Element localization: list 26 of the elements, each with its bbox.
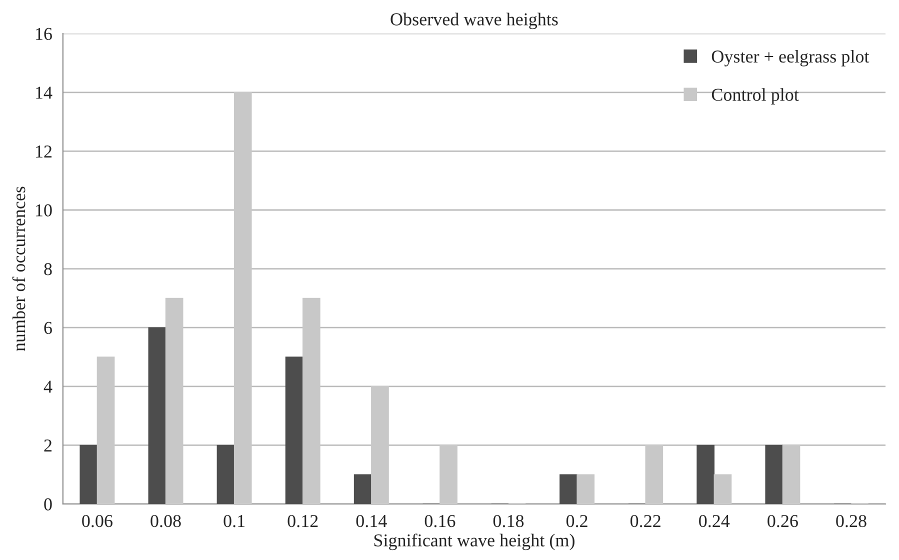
y-tick-label: 14 — [36, 86, 52, 99]
y-tick-label: 0 — [44, 498, 52, 510]
y-tick-label: 8 — [44, 263, 52, 276]
y-tick-label: 12 — [36, 146, 52, 158]
y-tick-label: 2 — [44, 440, 52, 452]
x-tick-label: 0.12 — [288, 514, 318, 528]
x-tick-label: 0.24 — [699, 514, 730, 528]
x-tick-label: 0.06 — [82, 514, 112, 528]
x-tick-label: 0.2 — [566, 514, 588, 528]
x-tick-label: 0.14 — [356, 514, 387, 528]
x-tick-label: 0.28 — [836, 514, 866, 528]
x-axis-title: Significant wave height (m) — [374, 534, 574, 550]
x-tick-label: 0.08 — [150, 514, 181, 528]
chart-title: Observed wave heights — [390, 12, 558, 30]
legend-label: Oyster + eelgrass plot — [712, 50, 870, 66]
x-tick-label: 0.22 — [630, 514, 660, 528]
legend-label: Control plot — [712, 88, 799, 105]
y-tick-label: 4 — [44, 380, 52, 393]
x-tick-label: 0.18 — [493, 514, 524, 528]
y-tick-label: 10 — [36, 204, 52, 216]
x-tick-label: 0.26 — [768, 514, 798, 528]
y-tick-label: 16 — [36, 28, 52, 40]
x-tick-label: 0.1 — [224, 514, 245, 528]
x-tick-label: 0.16 — [424, 514, 456, 528]
y-axis-title: number of occurrences — [12, 186, 26, 352]
y-tick-label: 6 — [44, 322, 52, 334]
